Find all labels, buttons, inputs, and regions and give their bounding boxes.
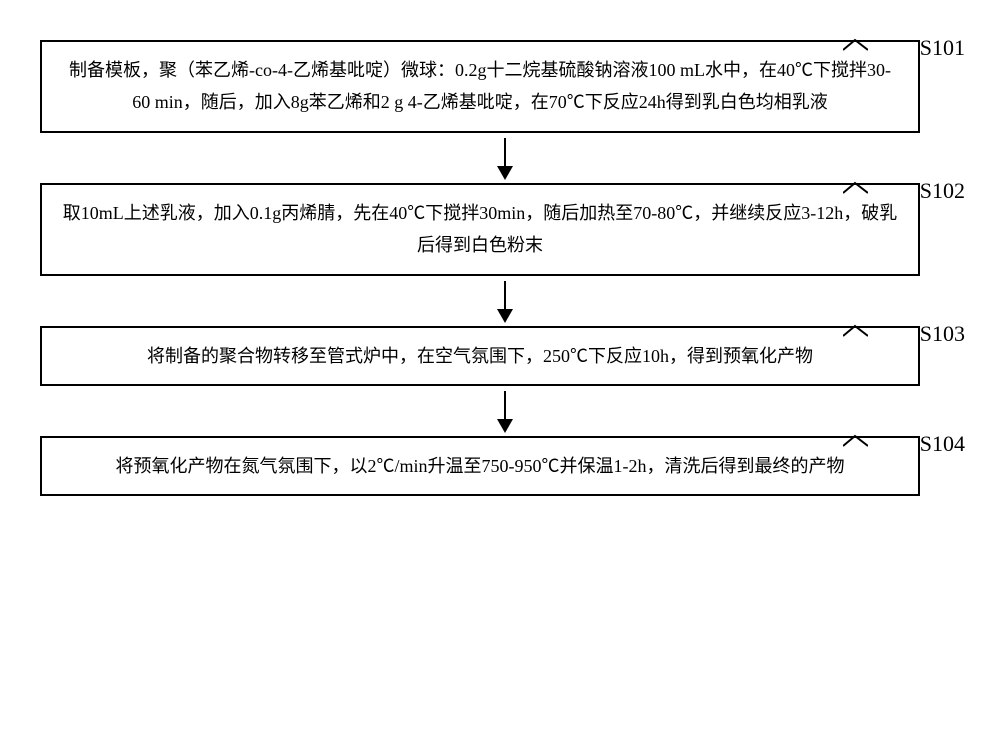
step-box-1: 制备模板，聚（苯乙烯-co-4-乙烯基吡啶）微球：0.2g十二烷基硫酸钠溶液10… — [40, 40, 920, 133]
arrow-container-3 — [65, 386, 945, 436]
bracket-4 — [843, 434, 868, 449]
step-box-3: 将制备的聚合物转移至管式炉中，在空气氛围下，250℃下反应10h，得到预氧化产物 — [40, 326, 920, 386]
arrow-3 — [504, 391, 506, 431]
bracket-3 — [843, 324, 868, 339]
step-box-4: 将预氧化产物在氮气氛围下，以2℃/min升温至750-950℃并保温1-2h，清… — [40, 436, 920, 496]
step-row-3: 将制备的聚合物转移至管式炉中，在空气氛围下，250℃下反应10h，得到预氧化产物… — [30, 326, 970, 386]
step-label-3: S103 — [920, 321, 965, 347]
step-row-4: 将预氧化产物在氮气氛围下，以2℃/min升温至750-950℃并保温1-2h，清… — [30, 436, 970, 496]
flowchart-container: 制备模板，聚（苯乙烯-co-4-乙烯基吡啶）微球：0.2g十二烷基硫酸钠溶液10… — [30, 40, 970, 496]
step-box-2: 取10mL上述乳液，加入0.1g丙烯腈，先在40℃下搅拌30min，随后加热至7… — [40, 183, 920, 276]
bracket-1 — [843, 38, 868, 53]
arrow-container-1 — [65, 133, 945, 183]
step-row-1: 制备模板，聚（苯乙烯-co-4-乙烯基吡啶）微球：0.2g十二烷基硫酸钠溶液10… — [30, 40, 970, 133]
step-label-1: S101 — [920, 35, 965, 61]
bracket-2 — [843, 181, 868, 196]
step-label-2: S102 — [920, 178, 965, 204]
step-row-2: 取10mL上述乳液，加入0.1g丙烯腈，先在40℃下搅拌30min，随后加热至7… — [30, 183, 970, 276]
arrow-1 — [504, 138, 506, 178]
step-label-4: S104 — [920, 431, 965, 457]
arrow-container-2 — [65, 276, 945, 326]
arrow-2 — [504, 281, 506, 321]
